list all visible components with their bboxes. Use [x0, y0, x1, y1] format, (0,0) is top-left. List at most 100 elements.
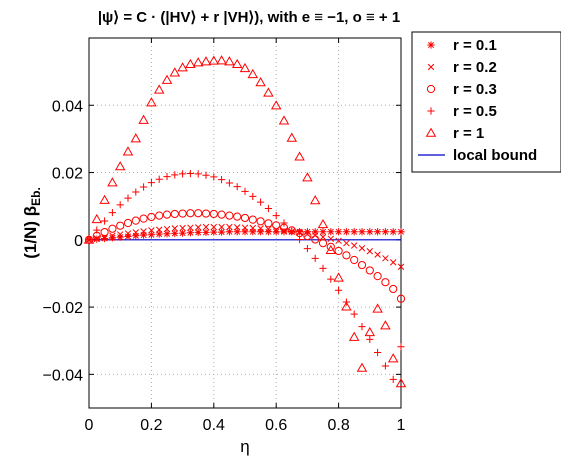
data-point [186, 229, 194, 237]
data-point [350, 255, 359, 265]
data-point [140, 231, 148, 239]
data-point [132, 232, 140, 240]
data-point [202, 223, 210, 231]
data-point [233, 224, 241, 231]
data-point [249, 224, 257, 232]
data-point [272, 226, 280, 233]
svg-text:(1/N) βEb.: (1/N) βEb. [21, 187, 43, 259]
data-point [249, 228, 257, 236]
data-point [327, 228, 335, 236]
data-point [185, 58, 196, 69]
data-point [226, 223, 233, 231]
data-point [179, 170, 187, 178]
legend-label: r = 0.2 [453, 59, 497, 76]
x-tick-label: 0.8 [327, 417, 349, 434]
series-r-0-2 [85, 223, 405, 270]
x-axis-label: η [240, 437, 249, 456]
data-point [218, 223, 225, 231]
data-point [147, 212, 156, 222]
data-point [350, 228, 358, 236]
data-point [247, 68, 259, 79]
data-point [272, 212, 280, 220]
data-point [124, 230, 132, 237]
data-point [116, 233, 124, 241]
data-point [194, 224, 202, 231]
data-point [194, 209, 203, 218]
data-point [327, 275, 335, 283]
data-point [395, 378, 407, 388]
data-point [358, 228, 366, 236]
data-point [255, 76, 266, 87]
chart-title: |ψ⟩ = C · (|HV⟩ + r |VH⟩), with e ≡ −1, … [98, 9, 400, 26]
data-point [139, 214, 148, 223]
data-point [155, 230, 163, 238]
data-point [218, 228, 226, 236]
data-point [138, 114, 149, 124]
data-point [264, 204, 272, 213]
legend-entry: r = 1 [425, 125, 484, 142]
data-point [333, 272, 344, 282]
data-point [380, 320, 391, 330]
data-point [131, 216, 140, 225]
legend-marker [427, 107, 435, 115]
data-point [194, 228, 202, 237]
data-markers [83, 55, 407, 388]
data-point [326, 242, 335, 251]
data-point [309, 195, 321, 205]
data-point [303, 232, 312, 241]
x-tick-label: 0 [85, 417, 94, 434]
data-point [83, 234, 95, 244]
data-point [286, 132, 298, 142]
data-point [389, 259, 397, 266]
data-point [364, 326, 376, 337]
data-point [179, 229, 187, 237]
data-point [350, 242, 358, 249]
data-point [210, 223, 218, 231]
data-point [132, 229, 140, 236]
data-point [319, 264, 327, 273]
data-point [100, 227, 109, 237]
data-point [303, 244, 311, 253]
data-point [319, 228, 327, 236]
data-point [302, 172, 313, 182]
data-point [241, 187, 249, 195]
data-point [155, 211, 164, 220]
data-point [356, 362, 368, 372]
data-point [186, 209, 195, 218]
data-point [288, 227, 296, 235]
data-point [210, 228, 218, 236]
data-point [325, 244, 337, 255]
data-point [163, 230, 171, 238]
data-point [109, 232, 116, 240]
data-point [387, 353, 399, 363]
series-r-1 [83, 55, 407, 388]
y-axis-label: (1/N) βEb. [21, 187, 43, 259]
data-point [263, 87, 274, 97]
data-point [140, 183, 148, 191]
legend-marker [426, 84, 436, 94]
data-point [350, 310, 358, 318]
data-point [374, 251, 381, 258]
data-point [210, 173, 218, 181]
data-point [318, 239, 328, 248]
data-point [389, 284, 398, 294]
data-point [396, 294, 406, 303]
data-point [225, 179, 233, 187]
legend-marker [427, 63, 435, 71]
legend-entry: r = 0.3 [426, 81, 497, 98]
data-point [358, 244, 366, 252]
legend-label: r = 0.5 [453, 103, 497, 120]
legend-label: r = 0.1 [453, 37, 497, 54]
x-tick-label: 0.6 [265, 417, 287, 434]
data-point [186, 169, 194, 178]
data-point [335, 237, 342, 245]
legend-entry: r = 0.2 [427, 59, 497, 76]
data-point [257, 228, 265, 236]
data-point [132, 188, 140, 196]
data-point [265, 225, 272, 233]
data-point [202, 228, 210, 237]
grid [88, 38, 402, 408]
data-point [241, 228, 249, 236]
data-point [116, 201, 124, 209]
data-point [233, 212, 242, 221]
